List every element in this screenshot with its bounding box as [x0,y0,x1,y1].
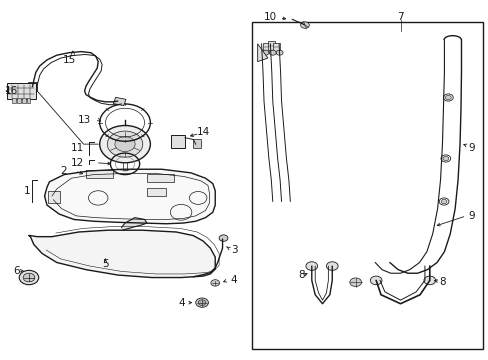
Bar [267,41,274,50]
Text: 4: 4 [178,298,184,308]
Text: 9: 9 [467,143,473,153]
Text: 2: 2 [60,166,66,176]
Bar [263,43,269,51]
Circle shape [423,276,435,285]
Circle shape [443,94,452,101]
Circle shape [305,262,317,270]
Bar [48,191,60,203]
Bar [272,43,279,51]
Circle shape [19,270,39,285]
Circle shape [440,199,446,204]
Bar [6,83,36,99]
Polygon shape [29,230,215,278]
Circle shape [445,95,450,100]
Text: 9: 9 [467,211,473,221]
Bar [193,139,200,148]
Circle shape [115,137,135,152]
Text: 16: 16 [4,86,18,96]
Text: 5: 5 [102,259,109,269]
Bar [17,98,20,103]
Circle shape [300,22,309,28]
Text: 3: 3 [230,245,237,255]
Text: 13: 13 [78,115,91,125]
Text: 8: 8 [439,277,445,287]
Bar [147,174,173,182]
Bar [147,188,166,196]
Polygon shape [122,218,147,230]
Text: 10: 10 [264,12,277,22]
Circle shape [219,235,227,241]
Circle shape [210,280,219,286]
Circle shape [107,131,142,157]
Text: 15: 15 [62,55,76,65]
Text: 1: 1 [24,186,31,196]
Circle shape [262,50,268,55]
Polygon shape [44,169,215,224]
Circle shape [100,126,150,163]
Bar [171,135,184,148]
Bar [251,22,483,348]
Circle shape [440,155,450,162]
Text: 7: 7 [396,12,403,22]
Bar [113,97,126,105]
Text: 12: 12 [70,158,83,168]
Circle shape [369,276,381,285]
Circle shape [23,273,35,282]
Circle shape [195,298,208,307]
Bar [28,82,37,91]
Bar [86,170,113,178]
Bar [26,98,30,103]
Bar [12,98,16,103]
Circle shape [349,278,361,287]
Circle shape [198,300,205,306]
Circle shape [438,198,448,205]
Text: 14: 14 [196,127,209,136]
Polygon shape [257,44,267,62]
Circle shape [276,50,283,55]
Circle shape [269,50,276,55]
Text: 8: 8 [298,270,305,280]
Text: 6: 6 [13,266,20,276]
Text: 4: 4 [230,275,237,285]
Text: 11: 11 [70,143,83,153]
Circle shape [442,156,448,161]
Circle shape [326,262,337,270]
Bar [21,98,25,103]
